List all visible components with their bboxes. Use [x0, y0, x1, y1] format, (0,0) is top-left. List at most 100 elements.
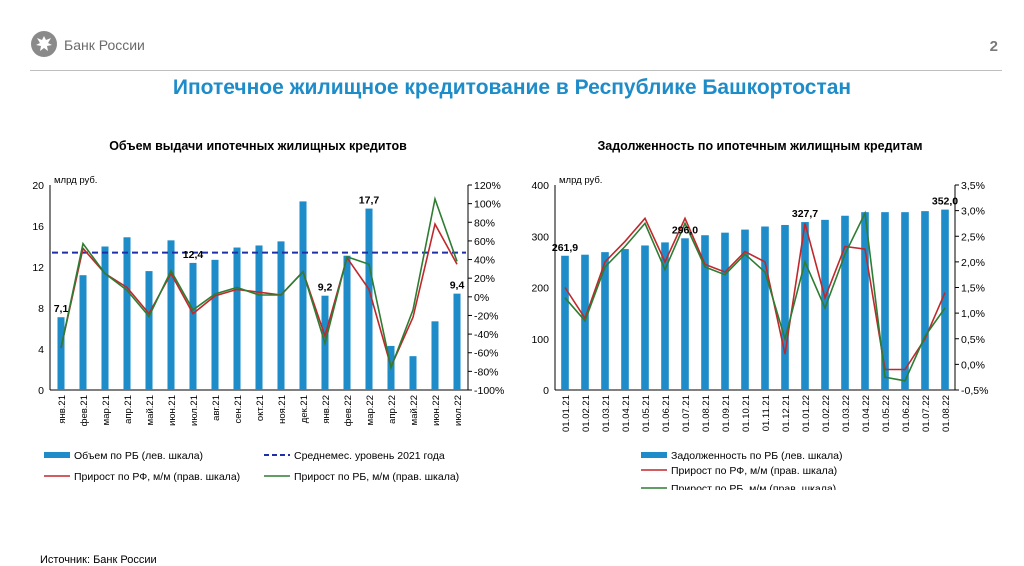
data-label: 9,4	[450, 280, 465, 292]
x-tick-label: авг.21	[211, 395, 222, 421]
y2-tick-label: 80%	[474, 217, 495, 229]
x-tick-label: май.21	[145, 395, 156, 425]
bar	[299, 201, 307, 390]
x-tick-label: мар.21	[101, 395, 112, 425]
bar	[881, 212, 889, 390]
y2-tick-label: -100%	[474, 385, 504, 397]
data-label: 17,7	[359, 195, 380, 207]
bar	[681, 238, 689, 390]
chart-mortgage-issuance: Объем выдачи ипотечных жилищных кредитов…	[32, 139, 504, 483]
x-tick-label: 01.01.21	[561, 395, 572, 432]
bar	[841, 215, 849, 390]
bar	[821, 219, 829, 390]
x-tick-label: апр.22	[387, 395, 398, 424]
x-tick-label: 01.04.22	[861, 395, 872, 432]
y2-tick-label: 20%	[474, 273, 495, 285]
x-tick-label: 01.07.22	[921, 395, 932, 432]
bar	[343, 255, 351, 390]
y2-tick-label: -0,5%	[961, 385, 988, 397]
y2-tick-label: 1,0%	[961, 308, 985, 320]
y2-tick-label: 1,5%	[961, 283, 985, 295]
y2-tick-label: 2,5%	[961, 231, 985, 243]
bar	[453, 293, 461, 390]
y2-tick-label: 0,0%	[961, 359, 985, 371]
bar	[79, 275, 87, 390]
bar	[901, 212, 909, 390]
bar	[167, 240, 175, 390]
y2-tick-label: -20%	[474, 310, 499, 322]
x-tick-label: ноя.21	[277, 395, 288, 424]
eagle-emblem-icon	[31, 31, 57, 57]
y-tick-label: 8	[38, 303, 44, 315]
bar	[57, 317, 65, 390]
line-series-rb	[564, 210, 946, 382]
y2-tick-label: 100%	[474, 199, 501, 211]
y-tick-label: 100	[531, 334, 549, 346]
bar	[431, 321, 439, 390]
bar	[641, 245, 649, 390]
bar	[561, 255, 569, 390]
x-tick-label: июн.22	[431, 395, 442, 426]
bank-name: Банк России	[64, 37, 145, 53]
x-tick-label: июл.22	[453, 395, 464, 426]
x-tick-label: 01.06.21	[661, 395, 672, 432]
x-tick-label: 01.09.21	[721, 395, 732, 432]
legend-label: Прирост по РБ, м/м (прав. шкала)	[294, 471, 459, 483]
legend-label: Среднемес. уровень 2021 года	[294, 450, 445, 462]
y-tick-label: 0	[38, 385, 44, 397]
bar	[581, 254, 589, 390]
y2-tick-label: 120%	[474, 180, 501, 192]
x-tick-label: фев.22	[343, 395, 354, 426]
data-label: 261,9	[552, 242, 578, 254]
source-note: Источник: Банк России	[40, 554, 157, 566]
header-divider	[30, 70, 1002, 71]
y-tick-label: 4	[38, 344, 44, 356]
data-label: 296,0	[672, 224, 698, 236]
bar	[941, 209, 949, 390]
bar	[145, 271, 153, 390]
y-axis-unit-label: млрд руб.	[559, 175, 602, 186]
y-tick-label: 400	[531, 180, 549, 192]
line-series-rb	[60, 195, 458, 371]
x-tick-label: 01.05.21	[641, 395, 652, 432]
x-tick-label: янв.22	[321, 395, 332, 424]
bar	[123, 237, 131, 390]
x-tick-label: 01.02.21	[581, 395, 592, 432]
bar	[365, 208, 373, 390]
y2-tick-label: 40%	[474, 255, 495, 267]
page-title: Ипотечное жилищное кредитование в Респуб…	[172, 76, 852, 99]
x-tick-label: 01.07.21	[681, 395, 692, 432]
page-number: 2	[989, 38, 998, 55]
data-label: 327,7	[792, 208, 818, 220]
x-tick-label: мар.22	[365, 395, 376, 425]
x-tick-label: 01.03.22	[841, 395, 852, 432]
y2-tick-label: 0,5%	[961, 334, 985, 346]
bar	[189, 262, 197, 390]
x-tick-label: май.22	[409, 395, 420, 425]
x-tick-label: окт.21	[255, 395, 266, 421]
bar	[781, 224, 789, 390]
x-tick-label: фев.21	[79, 395, 90, 426]
x-tick-label: 01.08.21	[701, 395, 712, 432]
x-tick-label: сен.21	[233, 395, 244, 424]
x-tick-label: 01.03.21	[601, 395, 612, 432]
y2-tick-label: 2,0%	[961, 257, 985, 269]
y-tick-label: 200	[531, 283, 549, 295]
page-header: Банк России 2	[0, 0, 1024, 72]
x-tick-label: 01.10.21	[741, 395, 752, 432]
chart-title: Объем выдачи ипотечных жилищных кредитов	[109, 139, 407, 153]
x-tick-label: 01.11.21	[761, 395, 772, 431]
bar	[255, 245, 263, 390]
bar	[601, 252, 609, 390]
y2-tick-label: 3,0%	[961, 206, 985, 218]
chart-title: Задолженность по ипотечным жилищным кред…	[597, 139, 922, 153]
y-tick-label: 300	[531, 231, 549, 243]
bar	[233, 247, 241, 390]
data-label: 9,2	[318, 282, 333, 294]
bar	[277, 241, 285, 390]
x-tick-label: 01.08.22	[941, 395, 952, 432]
legend-swatch-bar	[44, 452, 70, 458]
x-tick-label: 01.02.22	[821, 395, 832, 432]
bar	[409, 356, 417, 390]
x-tick-label: 01.05.22	[881, 395, 892, 432]
